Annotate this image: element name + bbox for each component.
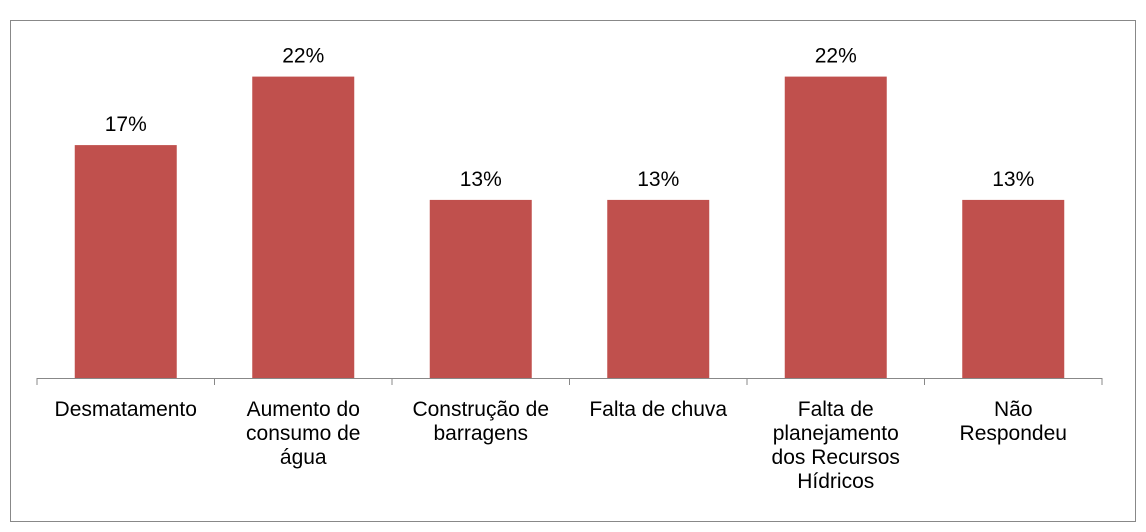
- bar: [962, 199, 1065, 378]
- bar: [784, 76, 887, 378]
- x-tick-label: Falta de chuva: [589, 398, 728, 421]
- data-label: 13%: [637, 168, 679, 191]
- data-label: 13%: [992, 168, 1034, 191]
- x-tick-label: Construção de barragens: [412, 398, 550, 445]
- x-tick-label: Desmatamento: [54, 398, 197, 421]
- x-tick-label: Falta de planejamento dos Recursos Hídri…: [771, 398, 900, 493]
- chart-border: [10, 20, 1136, 522]
- x-tick-label: Aumento do consumo de água: [246, 398, 361, 469]
- data-label: 13%: [460, 168, 502, 191]
- bar: [607, 199, 710, 378]
- data-label: 22%: [815, 45, 857, 68]
- bar: [429, 199, 532, 378]
- x-tick-label: Não Respondeu: [959, 398, 1067, 445]
- bar: [74, 145, 177, 378]
- data-label: 22%: [282, 45, 324, 68]
- data-label: 17%: [105, 113, 147, 136]
- bar: [252, 76, 355, 378]
